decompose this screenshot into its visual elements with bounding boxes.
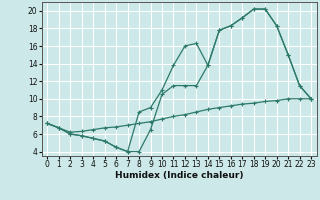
X-axis label: Humidex (Indice chaleur): Humidex (Indice chaleur)	[115, 171, 244, 180]
